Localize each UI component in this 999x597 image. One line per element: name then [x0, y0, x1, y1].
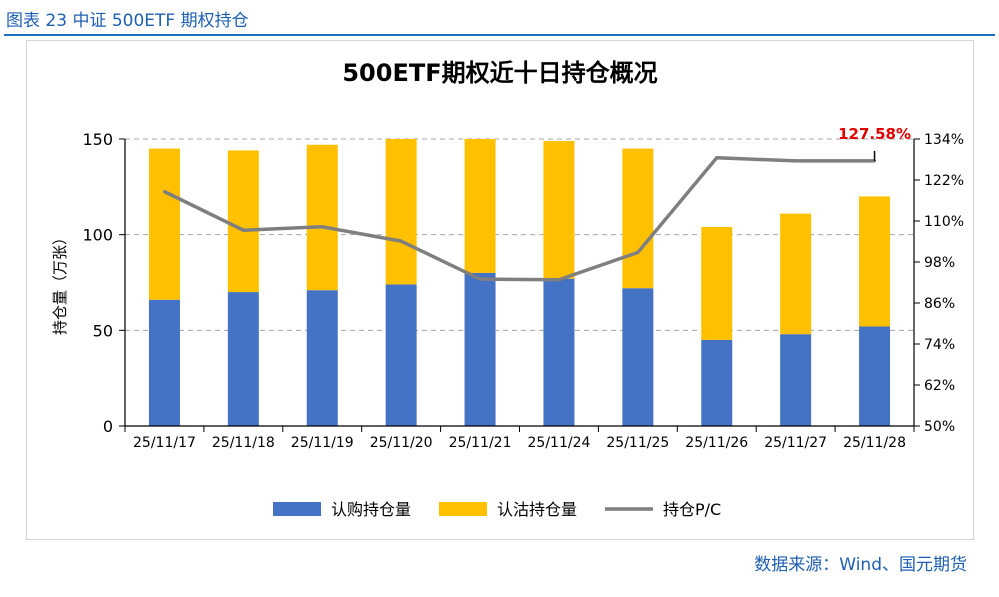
pc-ratio-line	[163, 156, 875, 282]
call-bar	[148, 299, 180, 426]
x-tick-label: 25/11/19	[291, 435, 354, 451]
call-bar	[701, 339, 733, 426]
pc-ratio-point	[715, 156, 719, 160]
source-note: 数据来源：Wind、国元期货	[754, 555, 967, 575]
put-bar	[148, 148, 180, 300]
chart-title: 500ETF期权近十日持仓概况	[342, 59, 657, 87]
put-bar	[227, 150, 259, 293]
call-bar	[385, 284, 417, 426]
y2-tick-label: 110%	[924, 214, 964, 230]
y2-tick-label: 86%	[924, 296, 955, 312]
chart-svg: 500ETF期权近十日持仓概况 持仓量（万张） 127.58% 150 100 50…	[51, 59, 964, 519]
put-bar	[701, 227, 733, 340]
call-bar	[464, 272, 496, 426]
put-bar	[859, 196, 891, 327]
pc-ratio-point	[399, 239, 403, 243]
put-bar	[464, 139, 496, 273]
put-bar	[543, 140, 575, 279]
call-bar	[543, 278, 575, 426]
pc-ratio-point	[794, 159, 798, 163]
y-tick-label: 150	[82, 130, 113, 149]
x-tick-label: 25/11/24	[528, 435, 591, 451]
legend-label: 认购持仓量	[331, 500, 411, 519]
y2-tick-label: 74%	[924, 337, 955, 353]
x-tick-label: 25/11/27	[764, 435, 827, 451]
legend-swatch	[273, 502, 321, 516]
legend-label: 持仓P/C	[663, 500, 721, 519]
legend-swatch	[439, 502, 487, 516]
chart-frame: 500ETF期权近十日持仓概况 持仓量（万张） 127.58% 150 100 50…	[26, 40, 974, 540]
pc-ratio-point	[636, 250, 640, 254]
y-tick-label: 50	[93, 321, 113, 340]
y2-tick-label: 134%	[924, 132, 964, 148]
pc-annotation-label: 127.58%	[838, 125, 911, 143]
x-tick-label: 25/11/18	[212, 435, 275, 451]
x-tick-label: 25/11/20	[370, 435, 433, 451]
call-bar	[622, 288, 654, 426]
pc-ratio-point	[320, 225, 324, 229]
pc-ratio-point	[557, 278, 561, 282]
y2-tick-label: 122%	[924, 173, 964, 189]
figure-caption: 图表 23 中证 500ETF 期权持仓	[6, 11, 249, 31]
pc-ratio-point	[162, 190, 166, 194]
y-axis-label: 持仓量（万张）	[51, 230, 69, 335]
x-tick-label: 25/11/28	[843, 435, 906, 451]
call-bar	[780, 334, 812, 426]
call-bar	[859, 326, 891, 426]
pc-ratio-point	[241, 228, 245, 232]
legend-label: 认沽持仓量	[497, 500, 577, 519]
y-tick-label: 0	[103, 417, 113, 436]
y2-tick-label: 62%	[924, 378, 955, 394]
y2-tick-label: 50%	[924, 419, 955, 435]
x-tick-label: 25/11/26	[685, 435, 748, 451]
pc-ratio-point	[478, 277, 482, 281]
x-tick-label: 25/11/25	[606, 435, 669, 451]
put-bar	[385, 139, 417, 285]
put-bar	[780, 213, 812, 335]
call-bar	[227, 292, 259, 426]
put-bar	[622, 148, 654, 289]
y-tick-label: 100	[82, 226, 113, 245]
put-bar	[306, 144, 338, 291]
call-bar	[306, 290, 338, 426]
y2-tick-label: 98%	[924, 255, 955, 271]
x-tick-label: 25/11/21	[449, 435, 512, 451]
x-tick-label: 25/11/17	[133, 435, 196, 451]
caption-rule	[4, 34, 995, 36]
